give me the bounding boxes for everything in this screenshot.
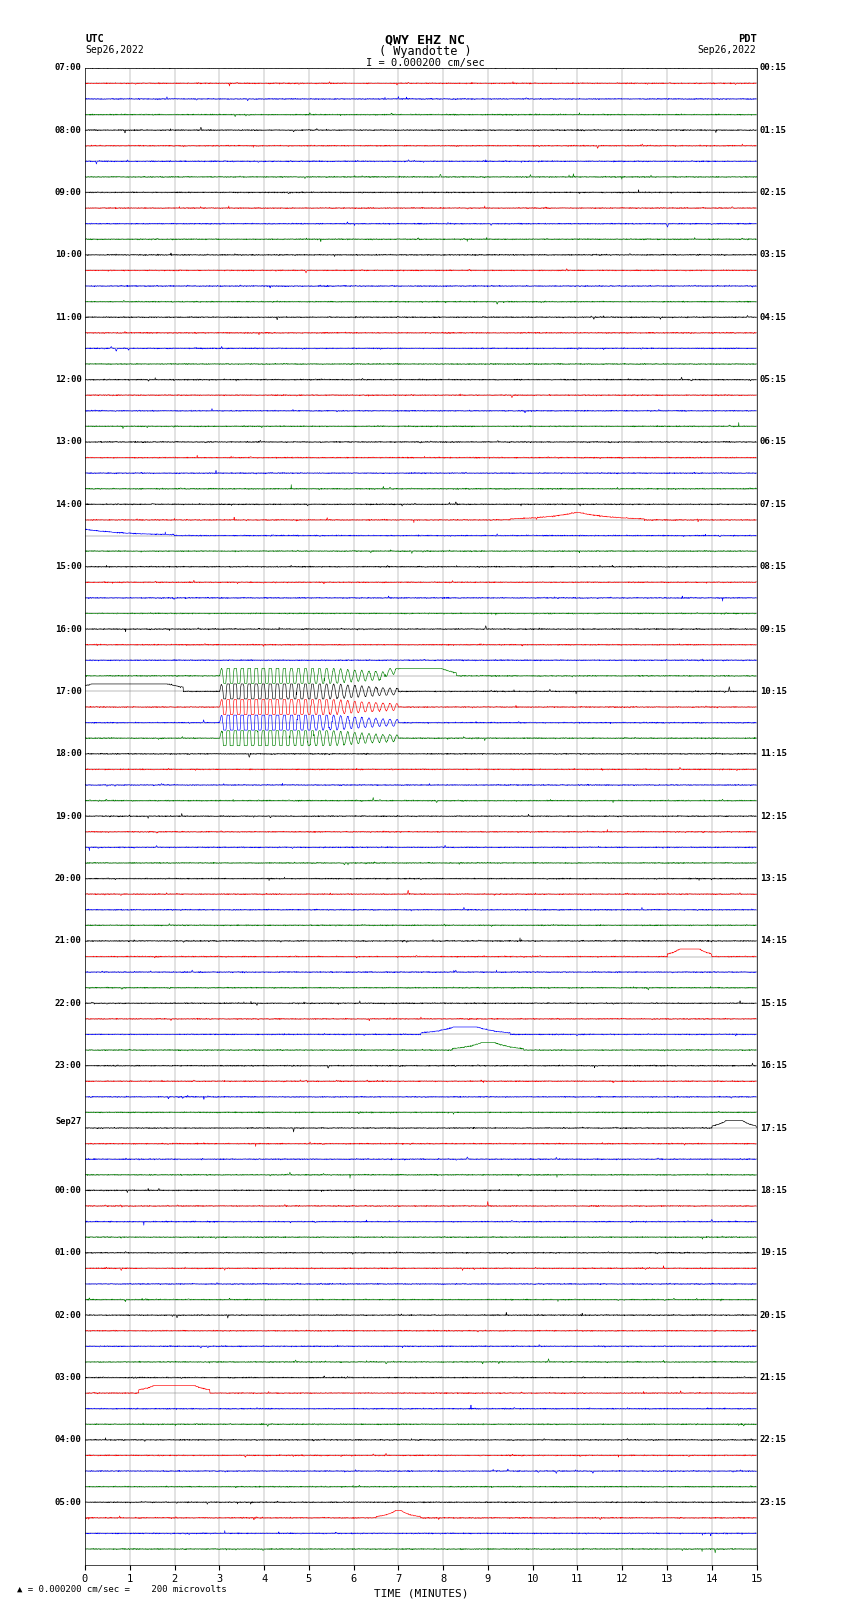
Text: 19:00: 19:00 <box>54 811 82 821</box>
Text: 10:15: 10:15 <box>760 687 787 695</box>
Text: 11:15: 11:15 <box>760 750 787 758</box>
Text: 18:15: 18:15 <box>760 1186 787 1195</box>
Text: 09:00: 09:00 <box>54 189 82 197</box>
X-axis label: TIME (MINUTES): TIME (MINUTES) <box>373 1589 468 1598</box>
Text: 00:00: 00:00 <box>54 1186 82 1195</box>
Text: 14:00: 14:00 <box>54 500 82 508</box>
Text: 08:15: 08:15 <box>760 563 787 571</box>
Text: ( Wyandotte ): ( Wyandotte ) <box>379 45 471 58</box>
Text: 17:00: 17:00 <box>54 687 82 695</box>
Text: 04:15: 04:15 <box>760 313 787 321</box>
Text: 11:00: 11:00 <box>54 313 82 321</box>
Text: Sep26,2022: Sep26,2022 <box>698 45 756 55</box>
Text: 07:15: 07:15 <box>760 500 787 508</box>
Text: 16:00: 16:00 <box>54 624 82 634</box>
Text: 04:00: 04:00 <box>54 1436 82 1444</box>
Text: Sep26,2022: Sep26,2022 <box>85 45 144 55</box>
Text: 22:00: 22:00 <box>54 998 82 1008</box>
Text: Sep27: Sep27 <box>55 1116 82 1126</box>
Text: PDT: PDT <box>738 34 756 44</box>
Text: UTC: UTC <box>85 34 104 44</box>
Text: 07:00: 07:00 <box>54 63 82 73</box>
Text: 21:15: 21:15 <box>760 1373 787 1382</box>
Text: 00:15: 00:15 <box>760 63 787 73</box>
Text: 16:15: 16:15 <box>760 1061 787 1069</box>
Text: 15:00: 15:00 <box>54 563 82 571</box>
Text: 12:00: 12:00 <box>54 376 82 384</box>
Text: 09:15: 09:15 <box>760 624 787 634</box>
Text: 08:00: 08:00 <box>54 126 82 134</box>
Text: 20:00: 20:00 <box>54 874 82 882</box>
Text: 18:00: 18:00 <box>54 750 82 758</box>
Text: ▲ = 0.000200 cm/sec =    200 microvolts: ▲ = 0.000200 cm/sec = 200 microvolts <box>17 1584 227 1594</box>
Text: 20:15: 20:15 <box>760 1311 787 1319</box>
Text: 21:00: 21:00 <box>54 937 82 945</box>
Text: 19:15: 19:15 <box>760 1248 787 1257</box>
Text: 03:00: 03:00 <box>54 1373 82 1382</box>
Text: QWY EHZ NC: QWY EHZ NC <box>385 34 465 47</box>
Text: I = 0.000200 cm/sec: I = 0.000200 cm/sec <box>366 58 484 68</box>
Text: 23:15: 23:15 <box>760 1498 787 1507</box>
Text: 02:00: 02:00 <box>54 1311 82 1319</box>
Text: 03:15: 03:15 <box>760 250 787 260</box>
Text: 10:00: 10:00 <box>54 250 82 260</box>
Text: 13:00: 13:00 <box>54 437 82 447</box>
Text: 01:00: 01:00 <box>54 1248 82 1257</box>
Text: 01:15: 01:15 <box>760 126 787 134</box>
Text: 05:15: 05:15 <box>760 376 787 384</box>
Text: 06:15: 06:15 <box>760 437 787 447</box>
Text: 12:15: 12:15 <box>760 811 787 821</box>
Text: 17:15: 17:15 <box>760 1124 787 1132</box>
Text: 13:15: 13:15 <box>760 874 787 882</box>
Text: 15:15: 15:15 <box>760 998 787 1008</box>
Text: 05:00: 05:00 <box>54 1498 82 1507</box>
Text: 23:00: 23:00 <box>54 1061 82 1069</box>
Text: 22:15: 22:15 <box>760 1436 787 1444</box>
Text: 14:15: 14:15 <box>760 937 787 945</box>
Text: 02:15: 02:15 <box>760 189 787 197</box>
